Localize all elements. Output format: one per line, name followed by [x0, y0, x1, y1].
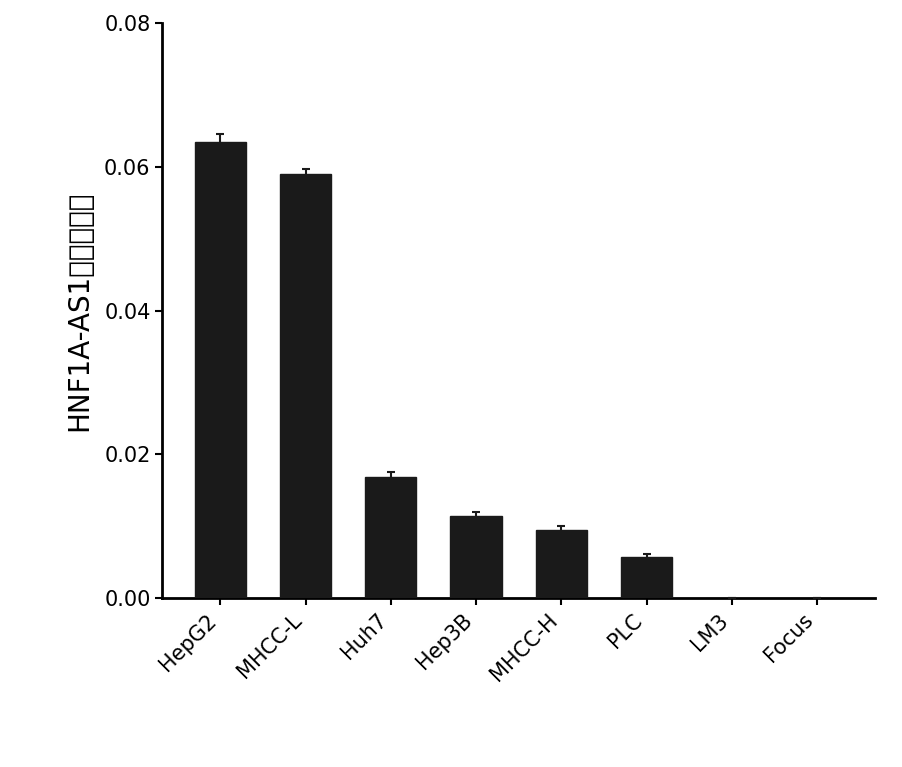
Bar [365, 477, 417, 598]
Bar [450, 515, 502, 598]
Bar [536, 530, 587, 598]
Bar [280, 174, 331, 598]
Y-axis label: HNF1A-AS1相对表达量: HNF1A-AS1相对表达量 [65, 190, 93, 431]
Bar [621, 557, 672, 598]
Bar [195, 142, 246, 598]
